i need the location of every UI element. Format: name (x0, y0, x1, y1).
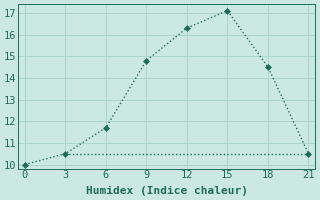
X-axis label: Humidex (Indice chaleur): Humidex (Indice chaleur) (86, 186, 248, 196)
